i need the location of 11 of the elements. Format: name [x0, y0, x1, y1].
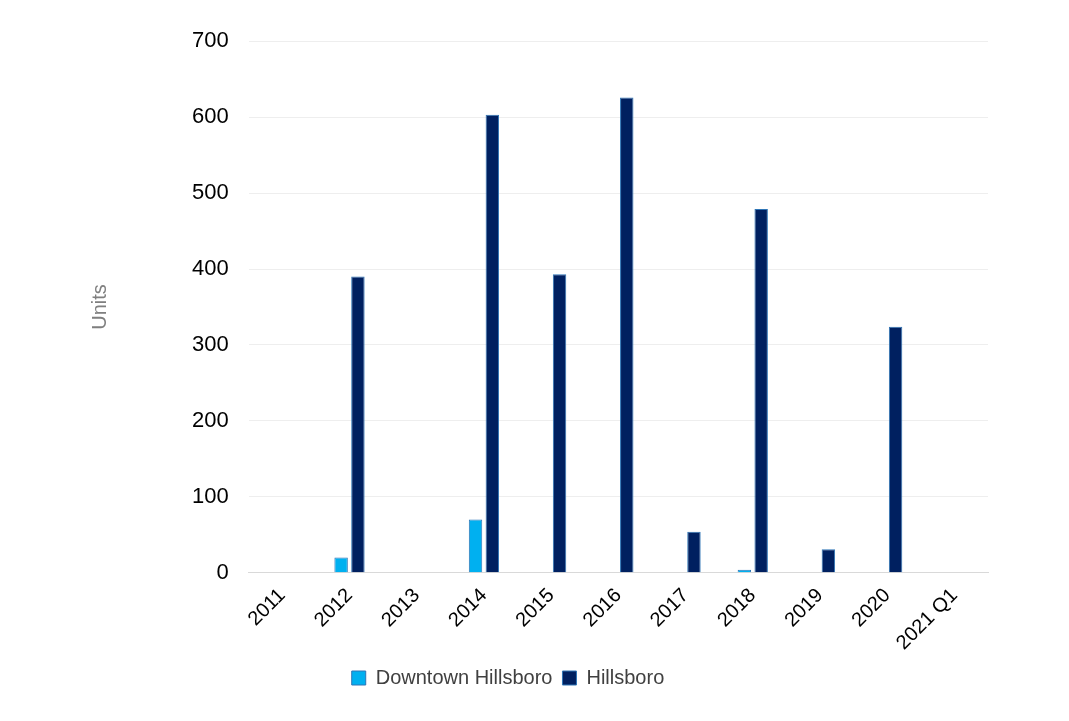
y-tick-label: 400 [191, 255, 229, 281]
y-tick-label: 500 [191, 179, 229, 205]
y-tick-label: 200 [191, 406, 229, 432]
y-tick-label: 100 [191, 482, 229, 508]
y-tick-label: 600 [191, 103, 229, 129]
legend-label: Hillsboro [586, 665, 665, 688]
y-tick-label: 300 [191, 331, 229, 357]
y-axis-title: Units [87, 284, 110, 330]
y-tick-label: 0 [216, 558, 229, 584]
legend-label: Downtown Hillsboro [375, 665, 553, 688]
y-tick-label: 700 [191, 27, 229, 53]
